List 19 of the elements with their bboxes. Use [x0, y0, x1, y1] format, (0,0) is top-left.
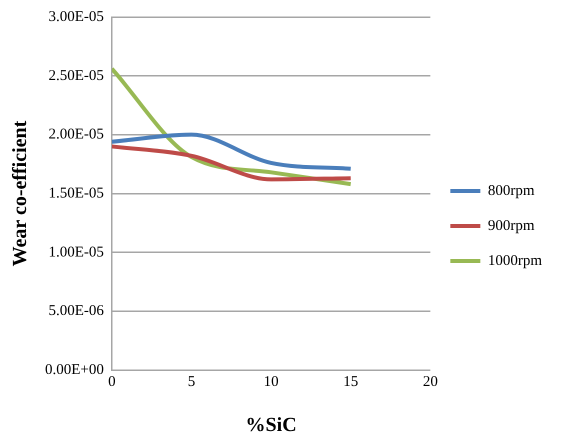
- x-tick-label: 15: [343, 374, 358, 390]
- x-tick-label: 0: [108, 374, 116, 390]
- y-tick-label: 2.00E-05: [48, 126, 104, 143]
- x-axis-title: %SiC: [246, 414, 297, 436]
- y-tick-label: 1.50E-05: [48, 185, 104, 202]
- y-tick-label: 1.00E-05: [48, 244, 104, 260]
- line-series: [112, 132, 353, 171]
- x-tick-label: 5: [188, 374, 196, 390]
- legend-label: 900rpm: [488, 218, 535, 234]
- x-tick-label: 20: [422, 374, 438, 390]
- y-tick-label: 5.00E-06: [48, 303, 104, 320]
- legend-label: 800rpm: [488, 182, 535, 199]
- y-tick-label: 3.00E-05: [48, 8, 104, 25]
- y-axis-title: Wear co-efficient: [9, 120, 32, 266]
- legend-label: 1000rpm: [488, 252, 542, 269]
- line-series: [112, 144, 353, 182]
- x-tick-label: 10: [264, 374, 279, 390]
- y-tick-label: 0.00E+00: [44, 362, 104, 378]
- y-tick-label: 2.50E-05: [48, 68, 104, 84]
